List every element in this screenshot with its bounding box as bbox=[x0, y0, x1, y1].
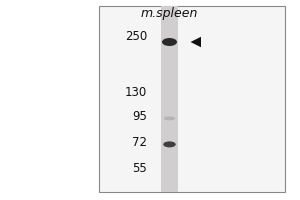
Text: 72: 72 bbox=[132, 137, 147, 150]
Ellipse shape bbox=[164, 116, 175, 120]
Ellipse shape bbox=[162, 38, 177, 46]
Text: 95: 95 bbox=[132, 110, 147, 123]
Text: 250: 250 bbox=[125, 29, 147, 43]
Text: m.spleen: m.spleen bbox=[141, 6, 198, 20]
Text: 130: 130 bbox=[125, 86, 147, 99]
Bar bbox=[99, 6, 285, 192]
Bar bbox=[161, 6, 178, 192]
Ellipse shape bbox=[163, 141, 176, 147]
Polygon shape bbox=[190, 37, 201, 47]
Text: 55: 55 bbox=[132, 162, 147, 176]
